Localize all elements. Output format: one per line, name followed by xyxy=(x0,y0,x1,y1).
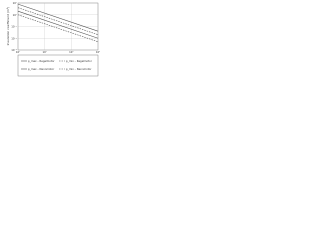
x-tick-label: 10¹ xyxy=(42,50,46,54)
y-axis-label: Insulation coefficient (m²) xyxy=(6,7,10,46)
series-line xyxy=(17,10,99,39)
x-tick-label: 10² xyxy=(69,50,73,54)
series-line xyxy=(17,3,99,32)
chart: Insulation coefficient (m²) 10⁻³ 10⁻² 10⁻¹… xyxy=(6,1,100,77)
legend-label: ρ_max – Regelmotor xyxy=(28,59,56,63)
legend-box xyxy=(17,54,99,77)
y-tick-label: 10⁻³ xyxy=(11,48,17,52)
y-tick-label: 10⁰ xyxy=(13,13,17,17)
legend-label: ρ_max – Nennmotor xyxy=(28,67,55,71)
y-tick-label: 10¹ xyxy=(13,1,17,5)
series-line xyxy=(17,7,99,35)
x-tick-label: 10³ xyxy=(96,50,100,54)
x-tick-label: 10⁰ xyxy=(16,50,20,54)
series-line xyxy=(17,14,99,43)
legend-label: ρ_min – Regelmotor xyxy=(66,59,93,63)
legend-label: ρ_min – Nennmotor xyxy=(66,67,92,71)
y-tick-label: 10⁻² xyxy=(11,36,17,40)
y-tick-label: 10⁻¹ xyxy=(11,25,17,29)
